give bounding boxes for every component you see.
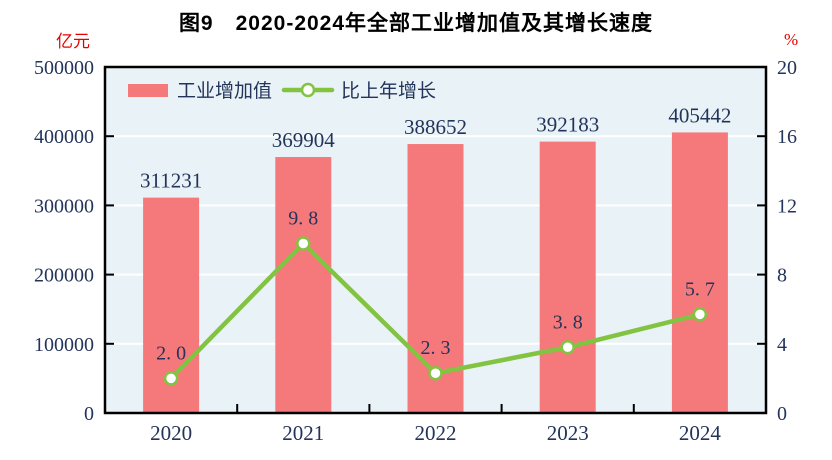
left-tick-label-100000: 100000 [34, 334, 94, 356]
right-tick-label-12: 12 [777, 195, 797, 217]
bar-value-label-2021: 369904 [272, 128, 336, 152]
bar-value-label-2020: 311231 [140, 169, 202, 193]
bar-value-label-2022: 388652 [404, 115, 467, 139]
left-tick-label-400000: 400000 [34, 126, 94, 148]
growth-marker-2023 [560, 340, 575, 355]
right-tick-label-0: 0 [777, 403, 787, 425]
x-tick-label-2020: 2020 [150, 421, 192, 445]
left-tick-label-500000: 500000 [34, 57, 94, 79]
right-tick-label-20: 20 [777, 57, 797, 79]
bar-value-label-2024: 405442 [668, 103, 731, 127]
legend: 工业增加值 比上年增长 [128, 80, 436, 102]
legend-line-marker-icon [300, 82, 316, 98]
bar-2023 [539, 141, 596, 413]
left-tick-label-300000: 300000 [34, 195, 94, 217]
growth-value-label-2023: 3. 8 [553, 311, 583, 333]
legend-bar-swatch [128, 84, 168, 97]
growth-value-label-2020: 2. 0 [156, 342, 186, 364]
bar-value-label-2023: 392183 [536, 113, 599, 137]
x-tick-label-2023: 2023 [547, 421, 589, 445]
right-tick-label-16: 16 [777, 126, 797, 148]
right-tick-label-8: 8 [777, 265, 787, 287]
x-tick-label-2024: 2024 [679, 421, 722, 445]
growth-value-label-2024: 5. 7 [685, 278, 715, 300]
legend-bar-label: 工业增加值 [177, 80, 272, 102]
bar-2024 [671, 132, 728, 413]
left-tick-label-200000: 200000 [34, 265, 94, 287]
legend-line-label: 比上年增长 [341, 80, 436, 102]
growth-marker-2021 [296, 236, 311, 251]
axis-frame [103, 65, 768, 415]
x-tick-label-2021: 2021 [282, 421, 324, 445]
growth-marker-2022 [428, 365, 443, 381]
left-tick-label-0: 0 [84, 403, 94, 425]
growth-value-label-2021: 9. 8 [288, 207, 318, 229]
left-axis-unit-label: 亿元 [56, 32, 90, 51]
growth-marker-2024 [692, 307, 708, 322]
right-axis-unit-label: % [784, 30, 799, 49]
growth-marker-2020 [163, 371, 179, 386]
right-tick-label-4: 4 [777, 334, 787, 356]
chart-title: 图9 2020-2024年全部工业增加值及其增长速度 [178, 12, 654, 35]
bar-2021 [275, 157, 332, 413]
x-tick-label-2022: 2022 [415, 421, 457, 445]
growth-value-label-2022: 2. 3 [421, 337, 451, 359]
